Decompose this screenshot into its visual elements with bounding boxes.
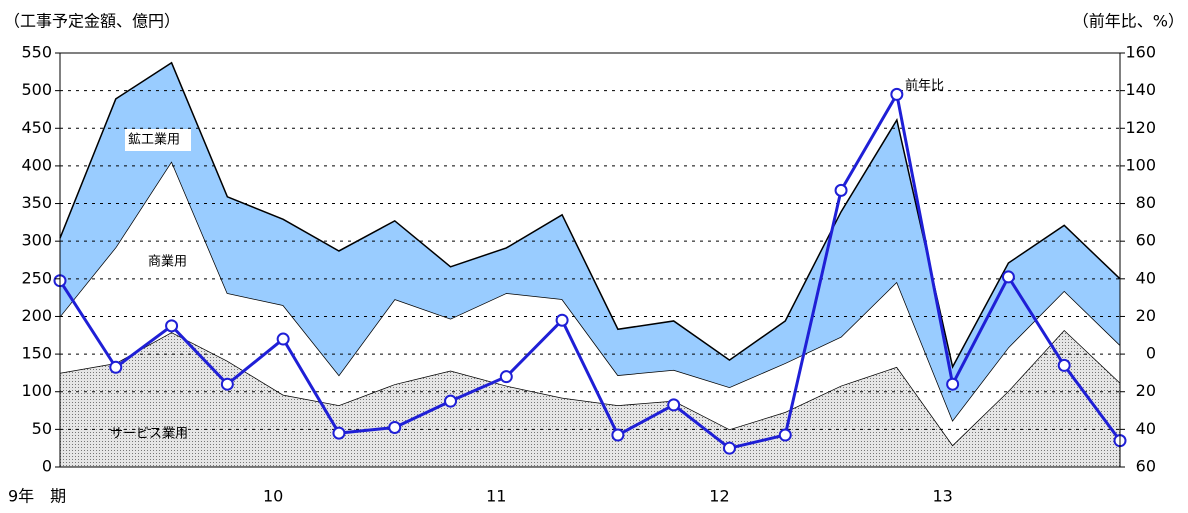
marker bbox=[444, 394, 458, 408]
series-label: サービス業用 bbox=[110, 426, 188, 442]
plot-frame bbox=[59, 52, 1121, 468]
y2-tick-label: 40 bbox=[1136, 268, 1156, 287]
marker bbox=[946, 377, 960, 391]
marker bbox=[220, 377, 234, 391]
y-tick-label: 50 bbox=[32, 419, 52, 438]
y2-tick-label: 140 bbox=[1125, 80, 1156, 99]
marker bbox=[611, 428, 625, 442]
area-edge bbox=[59, 61, 1121, 370]
marker bbox=[1001, 270, 1015, 284]
y-tick-label: 500 bbox=[21, 80, 52, 99]
marker bbox=[499, 370, 513, 384]
y2-tick-label: 160 bbox=[1125, 43, 1156, 62]
y2-tick-label: 120 bbox=[1125, 118, 1156, 137]
area bbox=[60, 62, 1120, 421]
marker bbox=[834, 183, 848, 197]
marker bbox=[778, 428, 792, 442]
y2-tick-label: 60 bbox=[1136, 231, 1156, 250]
y-axis-label: （工事予定金額、億円） bbox=[4, 12, 180, 31]
marker bbox=[555, 313, 569, 327]
x-tick-label: 10 bbox=[263, 487, 283, 506]
y-tick-label: 550 bbox=[21, 43, 52, 62]
y-tick-label: 0 bbox=[42, 457, 52, 476]
marker bbox=[1057, 358, 1071, 372]
marker bbox=[722, 441, 736, 455]
y2-tick-label: 0 bbox=[1146, 344, 1156, 363]
marker bbox=[667, 398, 681, 412]
y-tick-label: 450 bbox=[21, 118, 52, 137]
x-tick-label: 13 bbox=[932, 487, 952, 506]
y-tick-label: 200 bbox=[21, 306, 52, 325]
y2-tick-label: 40 bbox=[1136, 419, 1156, 438]
area bbox=[60, 161, 1120, 446]
marker bbox=[109, 360, 123, 374]
y2-axis-label: （前年比、%） bbox=[1073, 12, 1184, 31]
y2-tick-label: 80 bbox=[1136, 193, 1156, 212]
y2-tick-label: 60 bbox=[1136, 457, 1156, 476]
x-tick-label: 11 bbox=[486, 487, 506, 506]
marker bbox=[276, 332, 290, 346]
x-tick-label: 9年 期 bbox=[8, 487, 66, 506]
y2-tick-label: 20 bbox=[1136, 381, 1156, 400]
series-label: 前年比 bbox=[905, 78, 944, 94]
y-tick-label: 100 bbox=[21, 381, 52, 400]
marker bbox=[332, 426, 346, 440]
series-label: 商業用 bbox=[148, 254, 187, 270]
x-tick-label: 12 bbox=[709, 487, 729, 506]
y2-tick-label: 20 bbox=[1136, 306, 1156, 325]
marker bbox=[890, 87, 904, 101]
series-label: 鉱工業用 bbox=[128, 132, 180, 148]
area bbox=[60, 330, 1120, 467]
y-tick-label: 250 bbox=[21, 268, 52, 287]
label-box bbox=[125, 129, 191, 151]
line bbox=[58, 90, 1122, 450]
marker bbox=[388, 420, 402, 434]
y-tick-label: 350 bbox=[21, 193, 52, 212]
marker bbox=[165, 319, 179, 333]
y-tick-label: 300 bbox=[21, 231, 52, 250]
y-tick-label: 150 bbox=[21, 344, 52, 363]
y-tick-label: 400 bbox=[21, 155, 52, 174]
y2-tick-label: 100 bbox=[1125, 155, 1156, 174]
